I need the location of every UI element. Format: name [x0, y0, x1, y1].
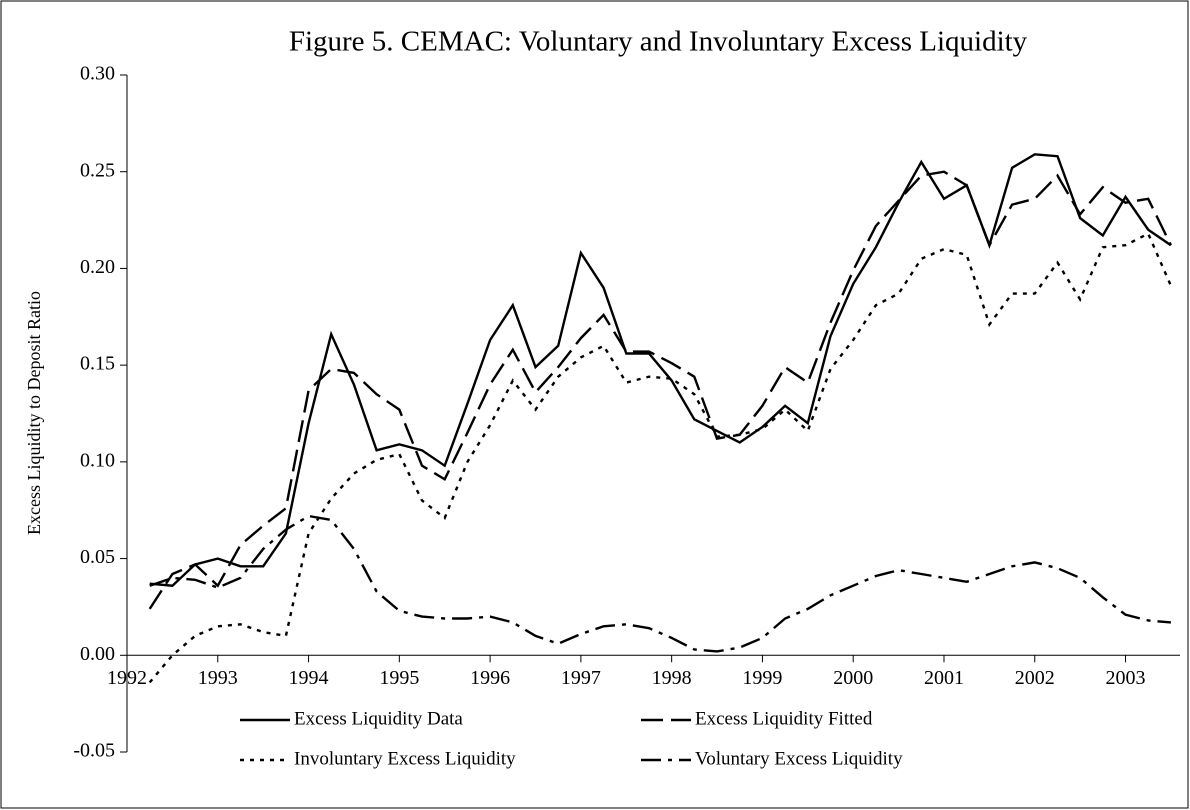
y-tick-label: 0.20	[80, 256, 115, 278]
y-tick-label: -0.05	[73, 740, 115, 762]
x-tick-label: 2001	[924, 667, 964, 689]
chart-title: Figure 5. CEMAC: Voluntary and Involunta…	[289, 26, 1028, 58]
x-tick-label: 2000	[833, 667, 873, 689]
x-tick-label: 1993	[198, 667, 238, 689]
y-tick-label: 0.30	[80, 63, 115, 85]
legend-label: Excess Liquidity Data	[294, 708, 463, 729]
y-axis-label: Excess Liquidity to Deposit Ratio	[24, 291, 44, 535]
y-tick-label: 0.00	[80, 643, 115, 665]
y-tick-label: 0.10	[80, 449, 115, 471]
x-tick-label: 1994	[289, 667, 329, 689]
legend-label: Involuntary Excess Liquidity	[294, 748, 516, 769]
y-tick-label: 0.25	[80, 159, 115, 181]
series-line	[148, 170, 1172, 610]
y-tick-label: 0.05	[80, 546, 115, 568]
x-tick-label: 1995	[379, 667, 419, 689]
series-line	[148, 231, 1173, 684]
x-tick-label: 1997	[561, 667, 601, 689]
x-tick-label: 1998	[652, 667, 692, 689]
x-tick-label: 1999	[742, 667, 782, 689]
legend-label: Voluntary Excess Liquidity	[695, 748, 903, 769]
x-tick-label: 2003	[1106, 667, 1146, 689]
legend-label: Excess Liquidity Fitted	[695, 708, 873, 729]
x-tick-label: 1996	[470, 667, 510, 689]
series-line	[149, 514, 1172, 653]
x-tick-label: 2002	[1015, 667, 1055, 689]
x-tick-label: 1992	[107, 667, 147, 689]
y-tick-label: 0.15	[80, 353, 115, 375]
